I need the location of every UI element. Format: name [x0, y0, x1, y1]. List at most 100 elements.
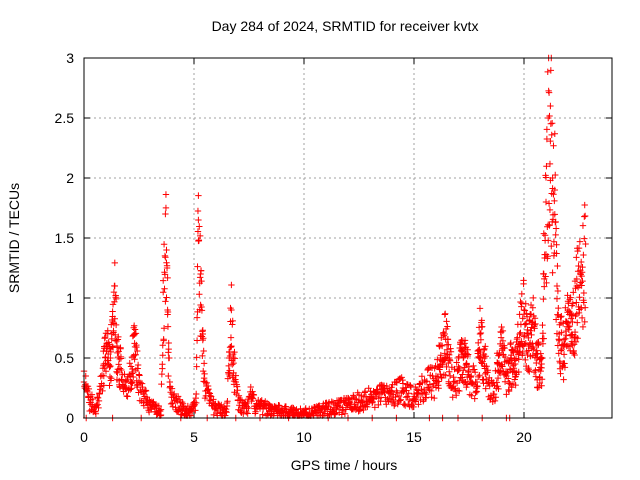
data-point: [508, 360, 516, 368]
data-point: [164, 323, 172, 330]
data-point: [552, 171, 559, 179]
data-point: [112, 295, 120, 303]
data-point: [482, 353, 489, 360]
data-point: [342, 406, 349, 413]
data-point: [484, 367, 492, 374]
data-point: [163, 264, 171, 272]
data-point: [200, 360, 208, 367]
data-point: [581, 201, 588, 209]
data-point: [555, 304, 562, 312]
data-point: [533, 359, 540, 367]
data-point: [126, 371, 133, 378]
data-point: [127, 386, 134, 393]
data-point: [413, 394, 420, 402]
data-point: [227, 304, 234, 312]
data-point: [264, 411, 272, 419]
data-point: [468, 392, 475, 399]
data-point: [249, 388, 256, 395]
data-point: [442, 310, 449, 318]
data-point: [232, 372, 239, 379]
data-point: [160, 325, 168, 332]
data-point: [444, 323, 451, 330]
data-point: [423, 378, 430, 385]
data-point: [569, 300, 577, 307]
data-point: [453, 392, 460, 399]
data-point: [112, 337, 119, 344]
data-point: [574, 247, 581, 255]
data-point: [196, 232, 204, 240]
data-point: [360, 406, 367, 414]
data-point: [495, 385, 502, 393]
data-point: [465, 363, 473, 370]
data-point: [538, 382, 545, 389]
data-point: [244, 410, 251, 417]
data-point: [498, 323, 505, 331]
data-point: [475, 373, 482, 381]
data-point: [531, 315, 539, 322]
data-point: [111, 259, 118, 267]
data-point: [549, 185, 556, 192]
data-point: [530, 294, 537, 302]
data-point: [562, 335, 569, 343]
data-point: [115, 333, 122, 341]
data-point: [437, 342, 445, 349]
data-point: [437, 370, 444, 378]
data-point: [134, 347, 141, 355]
data-point: [463, 360, 470, 367]
y-tick-label: 2: [66, 170, 74, 186]
x-tick-label: 20: [516, 429, 532, 445]
data-point: [195, 216, 202, 224]
data-point: [235, 392, 243, 399]
data-point: [507, 339, 514, 347]
data-point: [163, 259, 170, 266]
x-tick-label: 15: [406, 429, 422, 445]
data-point: [543, 163, 550, 170]
data-point: [578, 258, 585, 266]
data-point: [529, 304, 536, 312]
data-point: [199, 352, 206, 360]
data-point: [508, 384, 515, 391]
data-point: [461, 337, 469, 344]
data-point: [423, 390, 430, 398]
data-point: [535, 338, 542, 346]
data-point: [392, 393, 399, 401]
data-point: [114, 349, 121, 357]
data-point: [193, 337, 201, 344]
data-point: [364, 403, 371, 411]
y-tick-label: 0.5: [55, 350, 75, 366]
data-point: [400, 388, 407, 395]
data-point: [201, 370, 208, 378]
data-point: [229, 361, 236, 368]
data-point: [518, 338, 525, 345]
y-tick-label: 0: [66, 410, 74, 426]
data-point: [566, 308, 573, 315]
data-point: [543, 135, 551, 143]
data-point: [427, 387, 435, 395]
data-point: [196, 274, 204, 281]
data-point: [501, 378, 509, 385]
data-point: [542, 174, 550, 181]
data-point: [453, 359, 460, 366]
data-point: [116, 365, 124, 372]
data-point: [412, 383, 419, 391]
data-point: [538, 364, 545, 372]
data-point: [197, 267, 205, 274]
data-point: [161, 285, 168, 292]
data-point: [580, 251, 587, 259]
data-point: [532, 320, 539, 328]
data-point: [88, 391, 96, 398]
data-point: [504, 369, 511, 377]
data-point: [547, 177, 554, 184]
data-point: [387, 390, 394, 397]
axis-ticks: 0 0.5 1 1.5 2 2.5 3 0 5 10 15 20: [55, 50, 612, 445]
y-tick-label: 1.5: [55, 230, 75, 246]
data-point: [572, 338, 580, 346]
data-point: [477, 329, 485, 337]
data-point: [520, 277, 527, 284]
data-point: [574, 319, 581, 326]
data-point: [130, 373, 137, 381]
data-point: [200, 347, 207, 355]
data-points: [80, 54, 589, 422]
data-point: [545, 221, 552, 228]
data-point: [178, 398, 186, 406]
